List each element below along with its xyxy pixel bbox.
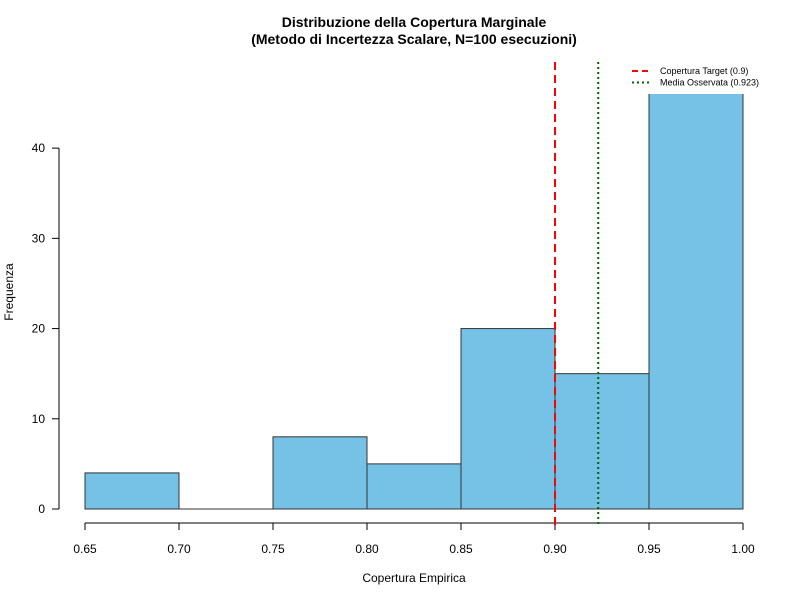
x-tick-label: 0.90 (543, 542, 567, 556)
x-tick-label: 0.75 (261, 542, 285, 556)
legend: Copertura Target (0.9) Media Osservata (0… (632, 66, 759, 88)
x-tick-label: 0.80 (355, 542, 379, 556)
y-tick-label: 10 (32, 412, 46, 426)
y-tick-label: 30 (32, 231, 46, 245)
legend-entry-label: Media Osservata (0.923) (660, 78, 759, 88)
histogram-bar (272, 436, 368, 510)
x-tick-label: 0.70 (167, 542, 191, 556)
x-tick-label: 1.00 (731, 542, 755, 556)
legend-entry-label: Copertura Target (0.9) (660, 66, 748, 76)
y-tick-label: 20 (32, 322, 46, 336)
y-axis-label: Frequenza (2, 263, 16, 321)
y-tick-label: 40 (32, 141, 46, 155)
histogram-bar (554, 373, 650, 510)
chart-subtitle: (Metodo di Incertezza Scalare, N=100 ese… (251, 31, 577, 47)
y-axis: 0 10 20 30 40 (32, 141, 60, 516)
x-tick-label: 0.65 (73, 542, 97, 556)
bars-layer (84, 94, 744, 510)
histogram-bar (366, 463, 462, 510)
histogram-bar (460, 328, 556, 510)
y-tick-label: 0 (38, 502, 45, 516)
x-axis: 0.65 0.70 0.75 0.80 0.85 0.90 0.95 1.00 (73, 522, 755, 556)
histogram-bar (648, 94, 744, 510)
chart-title: Distribuzione della Copertura Marginale (282, 14, 547, 30)
x-tick-label: 0.85 (449, 542, 473, 556)
reference-lines-layer (554, 62, 600, 526)
x-tick-label: 0.95 (637, 542, 661, 556)
x-axis-label: Copertura Empirica (362, 571, 466, 585)
histogram-bar (84, 472, 180, 510)
